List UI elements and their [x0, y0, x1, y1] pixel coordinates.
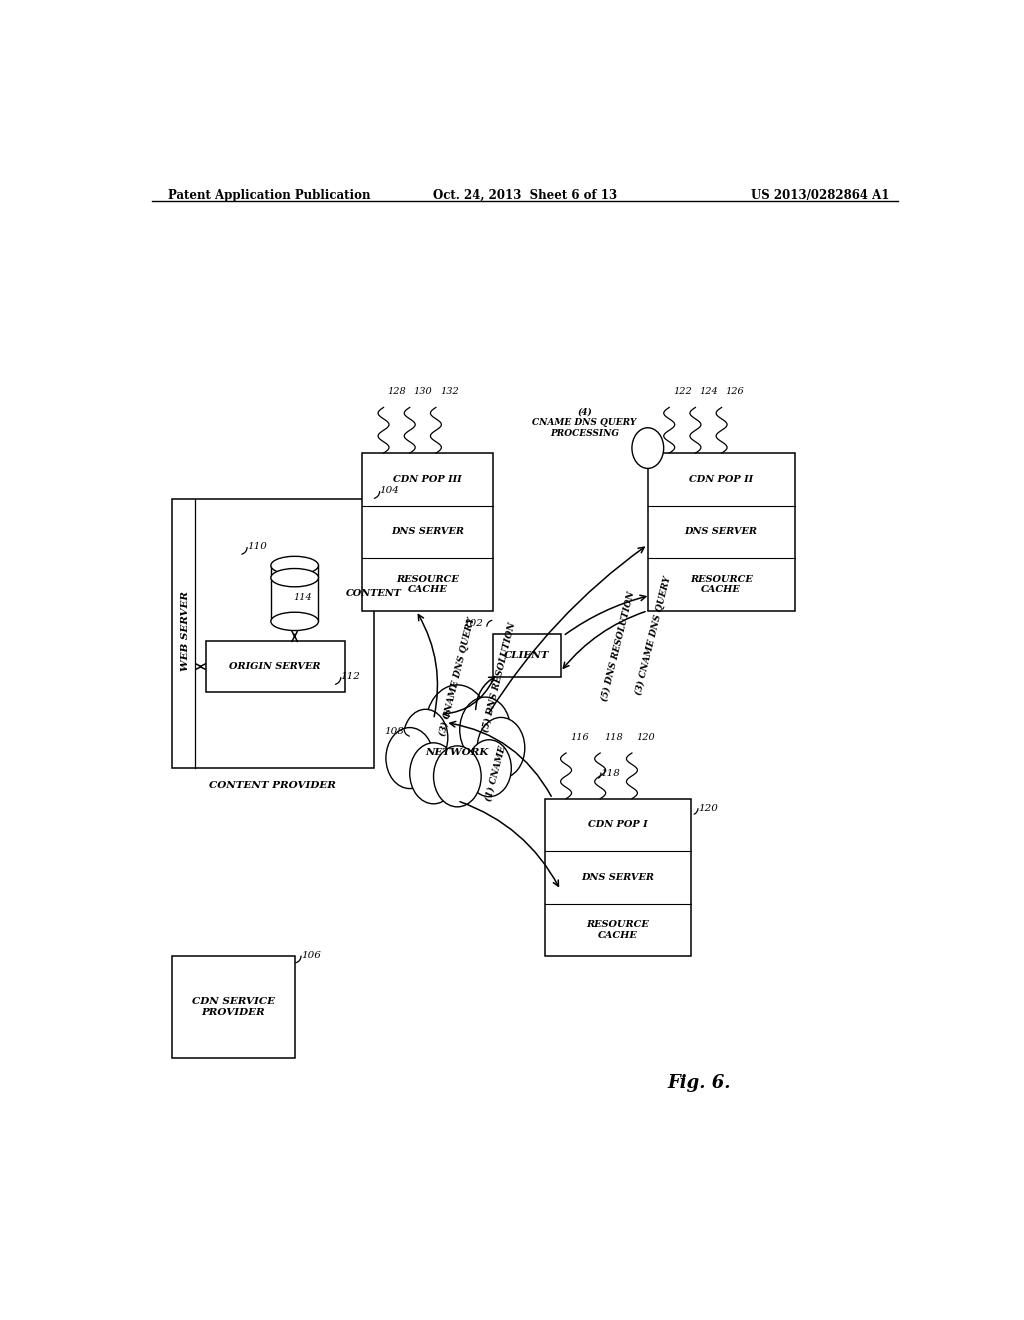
Text: RESOURCE
CACHE: RESOURCE CACHE — [396, 574, 459, 594]
Text: (5) DNS RESOLUTION: (5) DNS RESOLUTION — [480, 620, 517, 733]
Text: 118: 118 — [600, 768, 621, 777]
Text: 124: 124 — [699, 387, 718, 396]
Text: CDN POP I: CDN POP I — [588, 821, 648, 829]
Bar — [270, 565, 318, 622]
Circle shape — [460, 697, 511, 762]
Text: 116: 116 — [570, 733, 589, 742]
Text: 120: 120 — [697, 804, 718, 813]
Text: (4)
CNAME DNS QUERY
PROCESSING: (4) CNAME DNS QUERY PROCESSING — [532, 408, 637, 437]
Bar — [545, 799, 691, 956]
Text: 128: 128 — [387, 387, 407, 396]
Text: 110: 110 — [247, 543, 267, 552]
Text: CDN SERVICE
PROVIDER: CDN SERVICE PROVIDER — [191, 998, 274, 1016]
Text: RESOURCE
CACHE: RESOURCE CACHE — [587, 920, 649, 940]
Text: 126: 126 — [726, 387, 744, 396]
Circle shape — [632, 428, 664, 469]
Circle shape — [433, 746, 481, 807]
Text: CONTENT PROVIDER: CONTENT PROVIDER — [209, 781, 336, 791]
Bar — [172, 956, 295, 1057]
Text: WEB SERVER: WEB SERVER — [181, 591, 190, 671]
Ellipse shape — [270, 556, 318, 574]
Text: CDN POP III: CDN POP III — [393, 475, 462, 484]
Text: NETWORK: NETWORK — [426, 748, 489, 758]
Text: 106: 106 — [301, 950, 321, 960]
Text: Patent Application Publication: Patent Application Publication — [168, 189, 371, 202]
Circle shape — [410, 743, 458, 804]
Text: US 2013/0282864 A1: US 2013/0282864 A1 — [752, 189, 890, 202]
Text: 132: 132 — [440, 387, 459, 396]
Text: CDN POP II: CDN POP II — [689, 475, 754, 484]
Circle shape — [426, 685, 489, 766]
Text: RESOURCE
CACHE: RESOURCE CACHE — [690, 574, 753, 594]
Text: 120: 120 — [636, 733, 654, 742]
Text: 112: 112 — [341, 672, 360, 681]
Text: Oct. 24, 2013  Sheet 6 of 13: Oct. 24, 2013 Sheet 6 of 13 — [433, 189, 616, 202]
Ellipse shape — [270, 612, 318, 631]
Text: 130: 130 — [414, 387, 432, 396]
Text: CLIENT: CLIENT — [504, 651, 550, 660]
Bar — [648, 453, 795, 611]
Text: (3) CNAME DNS QUERY: (3) CNAME DNS QUERY — [438, 616, 476, 737]
Ellipse shape — [270, 569, 318, 587]
Bar — [172, 499, 374, 768]
Circle shape — [477, 718, 524, 779]
Text: (3) CNAME DNS QUERY: (3) CNAME DNS QUERY — [634, 576, 673, 697]
Text: 104: 104 — [380, 486, 399, 495]
Circle shape — [386, 727, 433, 788]
Text: CONTENT: CONTENT — [346, 589, 402, 598]
Circle shape — [467, 739, 511, 797]
Text: Fig. 6.: Fig. 6. — [668, 1074, 731, 1093]
Text: (5) DNS RESOLUTION: (5) DNS RESOLUTION — [600, 590, 636, 702]
Text: 108: 108 — [384, 727, 404, 737]
Text: 114: 114 — [293, 593, 312, 602]
Text: (1) CNAME: (1) CNAME — [483, 744, 507, 803]
Text: DNS SERVER: DNS SERVER — [685, 528, 758, 536]
Text: DNS SERVER: DNS SERVER — [582, 873, 654, 882]
Bar — [494, 634, 560, 677]
Text: 118: 118 — [604, 733, 623, 742]
Text: DNS SERVER: DNS SERVER — [391, 528, 464, 536]
Bar — [362, 453, 493, 611]
Circle shape — [403, 709, 447, 766]
Bar — [206, 642, 345, 692]
Text: 102: 102 — [463, 619, 482, 628]
Text: 122: 122 — [673, 387, 692, 396]
Text: ORIGIN SERVER: ORIGIN SERVER — [229, 663, 321, 671]
